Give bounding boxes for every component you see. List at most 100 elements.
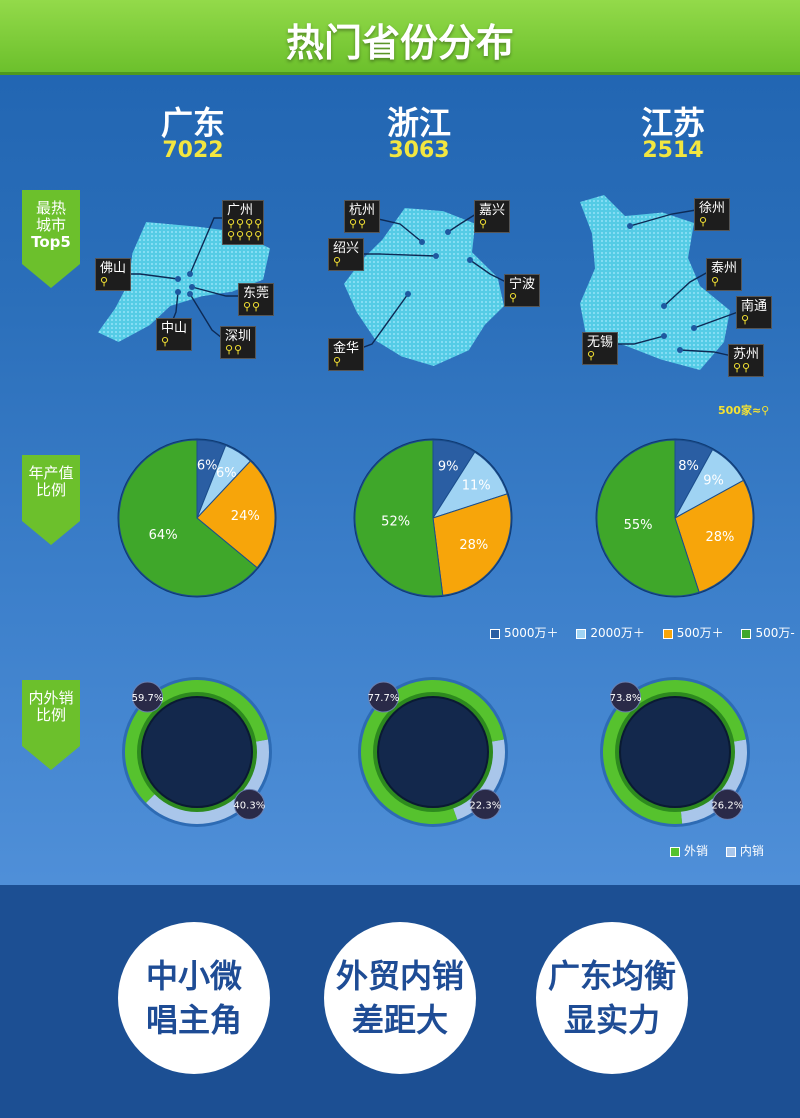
tag-sales-line1: 内外销 <box>28 689 74 707</box>
pin-icons: ⚲⚲ <box>225 343 244 356</box>
legend-item-5000: 5000万＋ <box>490 626 559 640</box>
map-scale-note: 500家≈⚲ <box>718 404 770 417</box>
pin-icons: ⚲ <box>509 291 519 304</box>
legend-item-500minus: 500万- <box>741 626 795 640</box>
tag-sales: 内外销 比例 <box>22 680 80 770</box>
legend-swatch <box>725 846 736 857</box>
output-pie-zhejiang: 9%11% 28% 52% <box>353 438 513 598</box>
conclusion-1-line2: 唱主角 <box>145 1001 242 1039</box>
city-name: 绍兴 <box>333 241 360 256</box>
city-name: 嘉兴 <box>479 203 506 218</box>
pie-data-label: 28% <box>706 530 735 545</box>
pie-data-label: 55% <box>624 518 653 533</box>
city-label-xuzhou: 徐州 ⚲ <box>694 198 731 231</box>
ring-label-domestic: 26.2% <box>711 800 743 811</box>
tag-output-line1: 年产值 <box>28 464 74 482</box>
pie-data-label: 24% <box>231 509 260 524</box>
pin-icons: ⚲ <box>100 275 110 288</box>
city-label-shaoxing: 绍兴 ⚲ <box>328 238 365 271</box>
city-label-shenzhen: 深圳 ⚲⚲ <box>220 326 257 359</box>
city-label-guangzhou: 广州 ⚲⚲⚲⚲ ⚲⚲⚲⚲ <box>222 200 264 245</box>
conclusion-3-line1: 广东均衡 <box>547 957 676 995</box>
output-pie-jiangsu: 8% 9% 28% 55% <box>595 438 755 598</box>
city-label-jinhua: 金华 ⚲ <box>328 338 365 371</box>
legend-item-2000: 2000万＋ <box>576 626 645 640</box>
ring-label-export: 77.7% <box>368 693 400 704</box>
tag-arrow-shape <box>22 455 80 545</box>
slice-500minus <box>118 439 258 597</box>
city-label-ningbo: 宁波 ⚲ <box>504 274 541 307</box>
city-name: 中山 <box>161 321 188 336</box>
sales-ring-zhejiang: 77.7% 22.3% <box>358 677 508 827</box>
tag-hot-cities: 最热 城市 Top5 <box>22 190 80 288</box>
city-label-nantong: 南通 ⚲ <box>736 296 773 329</box>
pie-data-label: 28% <box>459 538 488 553</box>
pie-data-label: 11% <box>462 479 491 494</box>
pie-data-label: 64% <box>149 528 178 543</box>
city-name: 深圳 <box>225 329 252 344</box>
city-name: 杭州 <box>349 203 376 218</box>
tag-arrow-shape <box>22 680 80 770</box>
city-label-wuxi: 无锡 ⚲ <box>582 332 619 365</box>
tag-hot-line1: 最热 <box>35 199 66 217</box>
ring-label-export-badge <box>367 681 399 713</box>
province-name-jiangsu: 江苏 <box>640 104 705 142</box>
slice-500minus <box>354 439 444 597</box>
city-name: 广州 <box>227 203 254 218</box>
sales-legend: 外销 内销 <box>656 842 764 859</box>
ring-label-export-badge <box>131 681 163 713</box>
province-count-zhejiang: 3063 <box>388 138 450 163</box>
conclusion-circle-2: 外贸内销 差距大 <box>324 922 476 1074</box>
legend-swatch <box>490 628 500 639</box>
map-leader-lines <box>124 209 739 357</box>
province-count-guangdong: 7022 <box>162 138 224 163</box>
pin-icons: ⚲⚲ <box>243 300 262 313</box>
slice-500plus <box>674 479 754 593</box>
slice-500plus <box>432 493 512 596</box>
city-name: 宁波 <box>509 277 536 292</box>
pin-icons: ⚲ <box>741 313 751 326</box>
conclusion-3-line2: 显实力 <box>563 1001 660 1039</box>
pin-icons: ⚲ <box>161 335 171 348</box>
tag-hot-line3: Top5 <box>31 233 71 251</box>
pin-icons: ⚲ <box>711 275 721 288</box>
legend-swatch <box>741 628 752 639</box>
pin-icons: ⚲⚲ <box>349 217 368 230</box>
city-label-suzhou: 苏州 ⚲⚲ <box>728 344 765 377</box>
pin-icons: ⚲ <box>699 215 709 228</box>
header-banner: 热门省份分布 <box>0 0 800 75</box>
ring-center <box>619 696 731 808</box>
city-label-jiaxing: 嘉兴 ⚲ <box>474 200 511 233</box>
city-name: 东莞 <box>243 286 270 301</box>
sales-ring-guangdong: 59.7% 40.3% <box>122 677 272 827</box>
ring-center <box>141 696 253 808</box>
ring-label-export: 73.8% <box>610 693 642 704</box>
province-name-guangdong: 广东 <box>160 104 225 142</box>
city-name: 徐州 <box>699 201 726 216</box>
conclusion-2-line2: 差距大 <box>351 1001 448 1039</box>
ring-label-export-badge <box>609 681 641 713</box>
conclusion-band: 中小微 唱主角 外贸内销 差距大 广东均衡显实力 <box>0 885 800 1118</box>
ring-label-domestic: 22.3% <box>469 800 501 811</box>
sales-ring-jiangsu: 73.8% 26.2% <box>600 677 750 827</box>
output-legend: 5000万＋ 2000万＋ 500万＋ 500万- <box>476 624 795 641</box>
slice-500minus <box>596 439 700 597</box>
city-name: 南通 <box>741 299 768 314</box>
tag-output-line2: 比例 <box>35 481 66 499</box>
pin-icons: ⚲ <box>587 349 597 362</box>
tag-sales-line2: 比例 <box>35 706 66 724</box>
pie-data-label: 6% <box>216 466 237 481</box>
pie-data-label: 9% <box>438 460 459 475</box>
ring-center <box>377 696 489 808</box>
map-jiangsu <box>580 195 730 370</box>
city-label-hangzhou: 杭州 ⚲⚲ <box>344 200 381 233</box>
pin-icons: ⚲⚲⚲⚲ ⚲⚲⚲⚲ <box>227 217 264 242</box>
pie-data-label: 9% <box>703 473 724 488</box>
city-name: 无锡 <box>587 335 614 350</box>
province-count-jiangsu: 2514 <box>642 138 704 163</box>
conclusion-circle-1: 中小微 唱主角 <box>118 922 270 1074</box>
legend-swatch <box>670 846 680 857</box>
ring-label-export: 59.7% <box>132 693 164 704</box>
legend-swatch <box>576 628 587 639</box>
legend-swatch <box>662 628 673 639</box>
